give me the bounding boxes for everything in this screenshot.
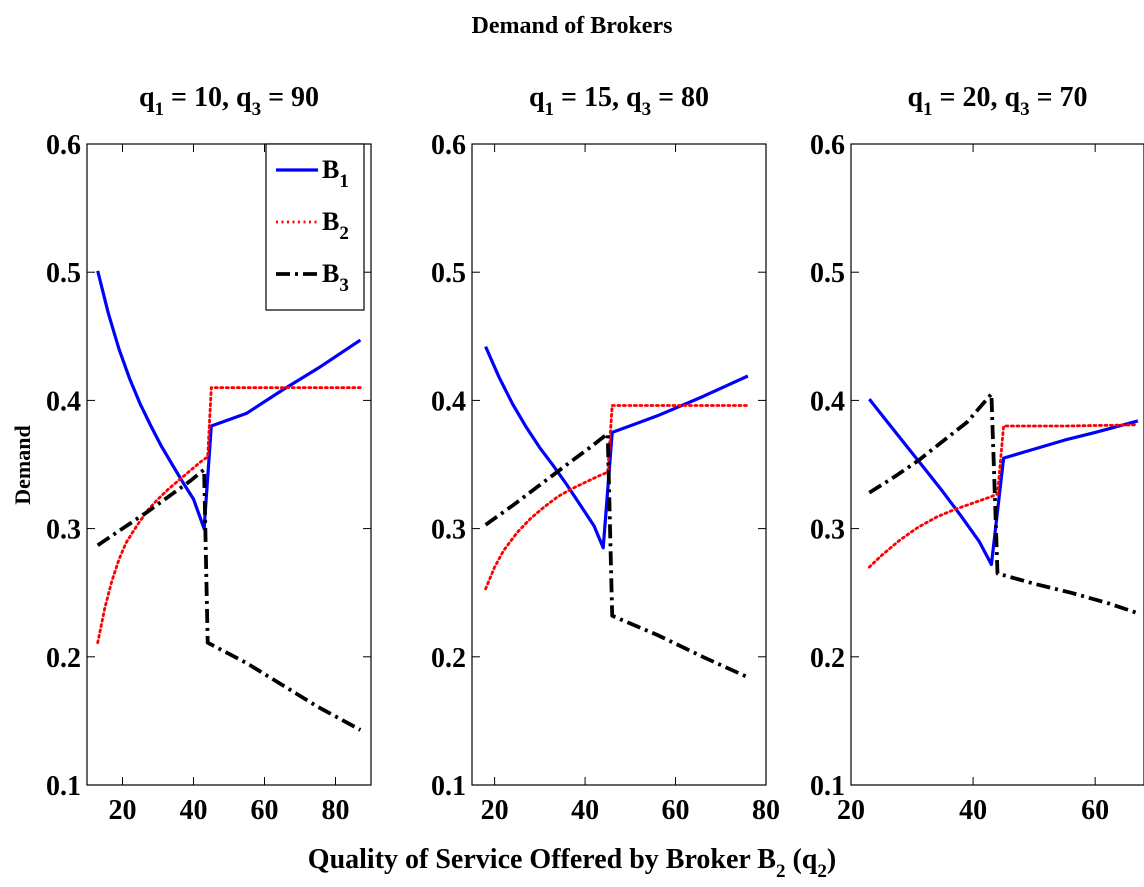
panel-2: q1 = 15, q3 = 80 0.1 0.2 0.3 0.4 0.5 0.6 20 40 60… bbox=[431, 82, 780, 826]
panel-title-part: 1 bbox=[923, 99, 933, 120]
y-axis-label: Demand bbox=[10, 425, 35, 504]
panel-title: q1 = 15, q3 = 80 bbox=[529, 82, 709, 120]
x-axis-label: Quality of Service Offered by Broker B2 … bbox=[308, 844, 836, 882]
x-tick-label: 60 bbox=[251, 795, 279, 826]
x-tick-label: 20 bbox=[109, 795, 137, 826]
panel-title-part: = 20, q bbox=[933, 82, 1021, 113]
x-tick-label: 20 bbox=[481, 795, 509, 826]
y-tick-label: 0.3 bbox=[46, 515, 81, 546]
panel-title-part: = 90 bbox=[261, 82, 319, 113]
legend-label-main: B bbox=[322, 207, 339, 236]
series-line-b3 bbox=[484, 431, 749, 680]
y-tick-label: 0.5 bbox=[810, 258, 845, 289]
panel-title-part: q bbox=[529, 82, 545, 113]
x-tick-label: 40 bbox=[180, 795, 208, 826]
panel-title-part: = 70 bbox=[1030, 82, 1088, 113]
legend-label-sub: 1 bbox=[339, 171, 349, 192]
panel-title-part: 1 bbox=[545, 99, 555, 120]
y-tick-label: 0.4 bbox=[46, 386, 81, 417]
y-tick-label: 0.4 bbox=[810, 386, 845, 417]
axes-frame bbox=[86, 143, 372, 786]
x-tick-label: 60 bbox=[1081, 795, 1109, 826]
legend-label-main: B bbox=[322, 155, 339, 184]
panels: q1 = 10, q3 = 900.10.20.30.40.50.620 40 60… bbox=[46, 82, 1144, 826]
panel-title-part: = 80 bbox=[651, 82, 709, 113]
series-line-b1 bbox=[868, 398, 1139, 567]
panel-title-part: 3 bbox=[642, 99, 652, 120]
x-axis-label-paren-close: ) bbox=[827, 844, 836, 875]
series-line-b2 bbox=[96, 386, 362, 645]
series-line-b1 bbox=[484, 345, 749, 550]
y-tick-label: 0.3 bbox=[431, 515, 466, 546]
series-line-b2 bbox=[484, 404, 750, 591]
y-tick-label: 0.2 bbox=[431, 643, 466, 674]
x-tick-label: 40 bbox=[571, 795, 599, 826]
panel-title-part: = 10, q bbox=[164, 82, 252, 113]
legend-label-main: B bbox=[322, 259, 339, 288]
y-tick-label: 0.5 bbox=[431, 258, 466, 289]
x-tick-label: 80 bbox=[752, 795, 780, 826]
y-tick-label: 0.1 bbox=[431, 771, 466, 802]
legend-label-b2: B2 bbox=[322, 207, 349, 244]
panel-title-part: = 15, q bbox=[554, 82, 642, 113]
y-tick-label: 0.4 bbox=[431, 386, 466, 417]
x-tick-label: 40 bbox=[959, 795, 987, 826]
legend-label-sub: 3 bbox=[339, 275, 349, 296]
panel-title-part: q bbox=[907, 82, 923, 113]
panel-title-part: 3 bbox=[252, 99, 262, 120]
panel-title: q1 = 20, q3 = 70 bbox=[907, 82, 1087, 120]
y-tick-label: 0.1 bbox=[46, 771, 81, 802]
y-tick-label: 0.2 bbox=[810, 643, 845, 674]
series-group bbox=[484, 345, 750, 680]
y-tick-label: 0.6 bbox=[810, 130, 845, 161]
panel-3: q1 = 20, q3 = 70 0.1 0.2 0.3 0.4 0.5 0.6 20 40 60 bbox=[810, 82, 1144, 826]
y-tick-label: 0.6 bbox=[431, 130, 466, 161]
series-group bbox=[867, 392, 1140, 616]
x-axis-label-paren-open: (q bbox=[785, 844, 817, 875]
x-tick-label: 20 bbox=[837, 795, 865, 826]
axes-frame bbox=[850, 143, 1144, 786]
y-tick-label: 0.5 bbox=[46, 258, 81, 289]
figure-title: Demand of Brokers bbox=[472, 13, 673, 39]
y-tick-label: 0.1 bbox=[810, 771, 845, 802]
x-axis-label-paren-sub: 2 bbox=[817, 861, 827, 882]
legend-label-sub: 2 bbox=[339, 223, 349, 244]
x-tick-label: 60 bbox=[662, 795, 690, 826]
series-group bbox=[96, 270, 362, 732]
legend-label-b1: B1 bbox=[322, 155, 349, 192]
panel-1: q1 = 10, q3 = 900.10.20.30.40.50.620 40 60… bbox=[46, 82, 372, 826]
y-tick-label: 0.6 bbox=[46, 130, 81, 161]
legend-box bbox=[265, 143, 365, 311]
x-tick-label: 80 bbox=[322, 795, 350, 826]
panel-title-part: 1 bbox=[155, 99, 165, 120]
x-axis-label-main: Quality of Service Offered by Broker B bbox=[308, 844, 776, 875]
legend-label-b3: B3 bbox=[322, 259, 349, 296]
panel-title: q1 = 10, q3 = 90 bbox=[139, 82, 319, 120]
panel-title-part: 3 bbox=[1020, 99, 1030, 120]
series-line-b2 bbox=[867, 423, 1140, 569]
x-axis-label-sub: 2 bbox=[776, 861, 786, 882]
axes-frame bbox=[471, 143, 767, 786]
series-line-b3 bbox=[96, 467, 362, 732]
y-tick-label: 0.3 bbox=[810, 515, 845, 546]
series-line-b3 bbox=[868, 392, 1139, 616]
y-tick-label: 0.2 bbox=[46, 643, 81, 674]
panel-title-part: q bbox=[139, 82, 155, 113]
series-line-b1 bbox=[96, 270, 362, 531]
